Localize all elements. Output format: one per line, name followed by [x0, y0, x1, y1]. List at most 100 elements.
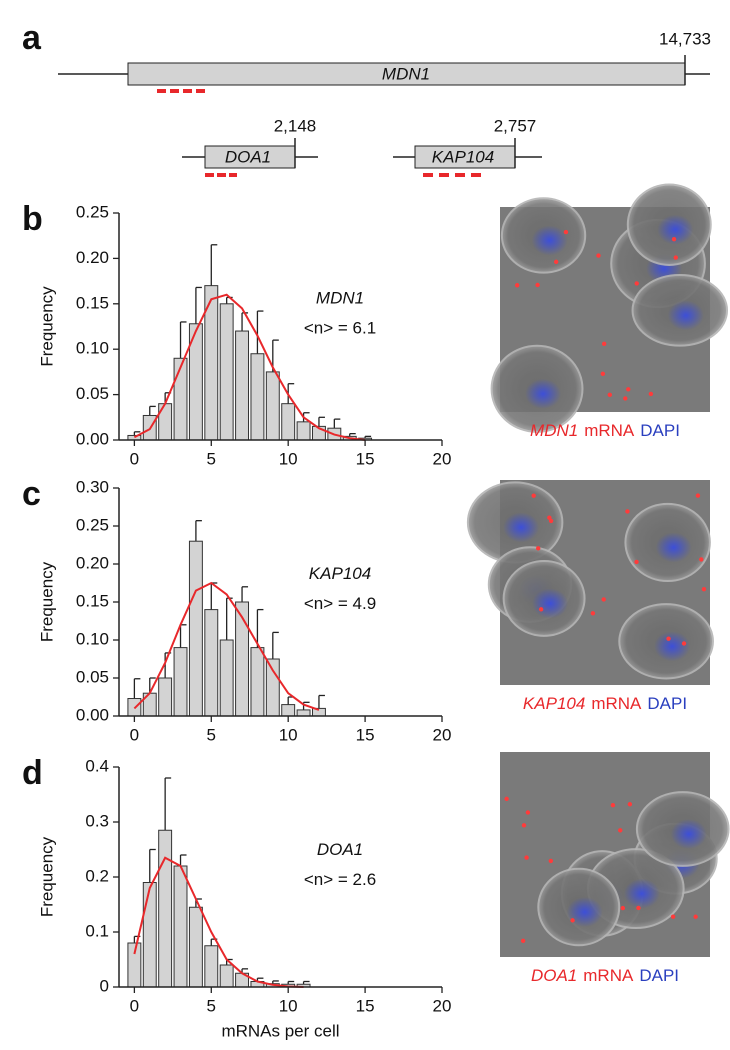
mrna-spot	[521, 823, 527, 828]
gene-annotation: KAP104	[309, 564, 371, 583]
bar	[296, 709, 311, 717]
y-tick-label: 0.30	[76, 477, 109, 496]
gene-length: 2,148	[274, 116, 317, 135]
mrna-spot	[538, 607, 544, 612]
mrna-spot	[626, 387, 631, 392]
gene-length: 2,757	[494, 116, 537, 135]
panel-label: b	[22, 200, 43, 238]
nucleus	[531, 225, 568, 256]
mrna-spot	[536, 546, 541, 551]
y-tick-label: 0.05	[76, 384, 109, 403]
gene-length: 14,733	[659, 29, 711, 48]
mrna-spot	[634, 281, 639, 286]
mrna-spot	[699, 557, 704, 562]
x-tick-label: 15	[356, 996, 375, 1015]
mrna-spot	[701, 586, 707, 592]
bar	[219, 303, 234, 441]
y-tick-label: 0.4	[85, 756, 109, 775]
y-tick-label: 0.25	[76, 515, 109, 534]
nucleus	[503, 512, 540, 543]
bar	[235, 330, 250, 441]
panel-label: d	[22, 754, 43, 792]
nucleus	[623, 878, 660, 909]
caption-stain: DAPI	[639, 966, 679, 985]
nucleus	[670, 819, 707, 850]
caption-mrna: mRNA	[591, 694, 642, 713]
caption-stain: DAPI	[640, 421, 680, 440]
y-tick-label: 0.20	[76, 553, 109, 572]
y-tick-label: 0.2	[85, 866, 109, 885]
x-tick-label: 10	[279, 725, 298, 744]
nucleus	[654, 631, 691, 662]
mean-annotation: <n> = 6.1	[304, 319, 376, 338]
mrna-spot	[596, 253, 601, 258]
mrna-spot	[610, 803, 616, 808]
bar	[173, 357, 188, 441]
x-tick-label: 10	[279, 449, 298, 468]
mrna-spot	[648, 391, 654, 397]
y-tick-label: 0.15	[76, 591, 109, 610]
y-axis-label: Frequency	[37, 836, 56, 917]
x-tick-label: 20	[433, 725, 452, 744]
mrna-spot	[520, 938, 526, 944]
y-tick-label: 0.25	[76, 202, 109, 221]
mrna-spot	[625, 509, 630, 514]
x-tick-label: 0	[130, 725, 139, 744]
x-tick-label: 20	[433, 996, 452, 1015]
mrna-spot	[504, 796, 509, 802]
bar	[188, 906, 203, 988]
gene-annotation: DOA1	[317, 840, 363, 859]
y-tick-label: 0.05	[76, 667, 109, 686]
mrna-spot	[601, 341, 607, 347]
x-tick-label: 5	[207, 725, 216, 744]
x-tick-label: 0	[130, 996, 139, 1015]
bar	[158, 403, 173, 441]
mrna-spot	[618, 828, 623, 833]
nucleus	[657, 214, 694, 245]
mrna-spot	[695, 493, 701, 498]
mean-annotation: <n> = 2.6	[304, 870, 376, 889]
caption-mrna: mRNA	[583, 966, 634, 985]
x-tick-label: 20	[433, 449, 452, 468]
caption-stain: DAPI	[647, 694, 687, 713]
bar	[265, 658, 280, 717]
y-tick-label: 0	[100, 976, 109, 995]
mrna-spot	[620, 905, 626, 911]
y-tick-label: 0.3	[85, 811, 109, 830]
y-tick-label: 0.00	[76, 705, 109, 724]
mean-annotation: <n> = 4.9	[304, 594, 376, 613]
gene-annotation: MDN1	[316, 289, 364, 308]
x-tick-label: 15	[356, 449, 375, 468]
fit-line	[133, 581, 320, 711]
mrna-spot	[548, 518, 554, 524]
x-tick-label: 5	[207, 996, 216, 1015]
mrna-spot	[531, 493, 536, 498]
panel-label: a	[22, 19, 42, 57]
gene-diagram: a MDN1 14,733 DOA1 2,148 KAP104 2,757	[22, 19, 711, 177]
mrna-spot	[514, 283, 520, 288]
mrna-spot	[670, 914, 676, 919]
y-tick-label: 0.15	[76, 293, 109, 312]
mrna-spot	[627, 802, 633, 807]
caption-mrna: mRNA	[584, 421, 635, 440]
mrna-spot	[600, 371, 606, 376]
fit-line	[133, 856, 304, 988]
y-axis-label: Frequency	[37, 286, 56, 367]
mrna-spot	[563, 229, 569, 235]
bar	[142, 882, 157, 988]
fit-line	[133, 293, 366, 441]
caption-gene: DOA1	[531, 966, 577, 985]
bar	[173, 865, 188, 988]
mrna-spot	[671, 236, 677, 242]
bar	[204, 945, 219, 988]
mrna-spot	[570, 918, 575, 923]
x-tick-label: 5	[207, 449, 216, 468]
y-axis-label: Frequency	[37, 561, 56, 642]
nucleus	[566, 897, 603, 928]
mrna-spot	[693, 914, 698, 919]
mrna-spot	[601, 597, 606, 602]
mrna-spot	[535, 282, 540, 288]
image-caption: MDN1 mRNA DAPI	[530, 421, 680, 440]
y-tick-label: 0.10	[76, 339, 109, 358]
